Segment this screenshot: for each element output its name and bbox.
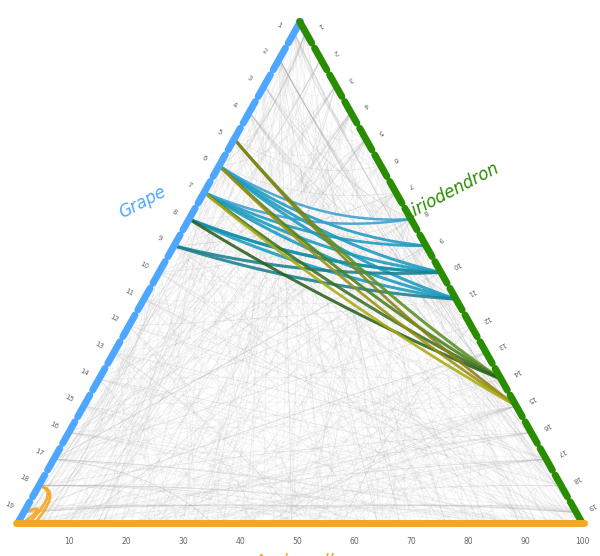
Text: 15: 15 [526,394,536,404]
Text: 16: 16 [49,421,59,430]
Text: 10: 10 [451,261,461,270]
Text: 7: 7 [407,181,414,189]
Text: 2: 2 [332,48,339,56]
Text: 60: 60 [349,537,359,545]
Text: 17: 17 [34,448,44,457]
Text: Grape: Grape [116,182,169,221]
Text: 13: 13 [496,341,506,350]
Text: 9: 9 [437,235,444,242]
Text: 10: 10 [139,261,149,270]
Text: 9: 9 [156,235,163,242]
Text: 90: 90 [520,537,530,545]
Text: 40: 40 [235,537,245,545]
Text: 6: 6 [201,155,208,162]
Text: 70: 70 [406,537,416,545]
Text: 16: 16 [541,421,551,430]
Text: 14: 14 [79,368,89,377]
Text: 14: 14 [511,368,521,377]
Text: 80: 80 [463,537,473,545]
Text: 2: 2 [261,48,268,56]
Text: 7: 7 [186,181,193,189]
Text: 19: 19 [586,501,596,510]
Text: 12: 12 [109,314,119,324]
Text: 4: 4 [231,101,238,109]
Text: 17: 17 [556,448,566,457]
Text: 18: 18 [19,474,29,484]
Text: 3: 3 [347,75,354,82]
Text: 1: 1 [276,21,283,29]
Text: 50: 50 [292,537,302,545]
Text: 13: 13 [94,341,104,350]
Text: 10: 10 [64,537,74,545]
Text: 11: 11 [124,287,134,297]
Text: 4: 4 [362,101,369,109]
Text: 3: 3 [246,75,253,82]
Text: 5: 5 [216,128,223,136]
Text: 1: 1 [317,21,324,29]
Text: 20: 20 [121,537,131,545]
Text: 12: 12 [481,314,491,324]
Text: 18: 18 [571,474,581,484]
Text: 19: 19 [4,501,14,510]
Text: 8: 8 [422,208,429,216]
Text: 15: 15 [64,394,74,404]
Text: Amborella: Amborella [254,553,346,556]
Text: 100: 100 [575,537,589,545]
Text: 5: 5 [377,128,384,136]
Text: Liriodendron: Liriodendron [401,160,502,224]
Text: 8: 8 [171,208,178,216]
Text: 6: 6 [392,155,399,162]
Text: 30: 30 [178,537,188,545]
Text: 11: 11 [466,287,476,297]
